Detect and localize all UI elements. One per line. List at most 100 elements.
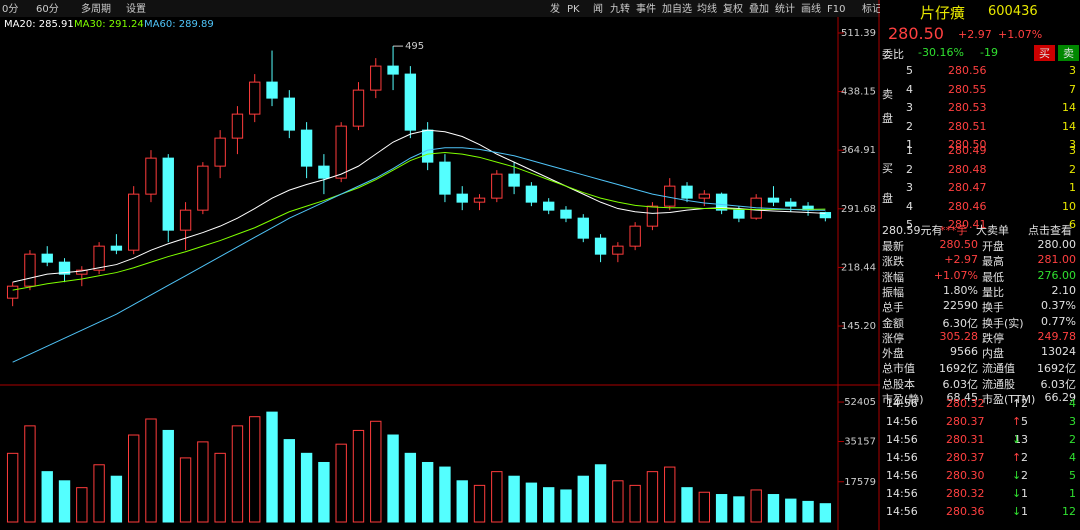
volume-bar: [802, 500, 814, 523]
weibi: -30.16%: [918, 46, 964, 59]
weicha: -19: [980, 46, 998, 59]
toolbar-item[interactable]: PK: [567, 4, 580, 15]
toolbar-item[interactable]: 统计: [775, 2, 795, 15]
toolbar-item[interactable]: F10: [827, 4, 845, 15]
volume-bar: [249, 416, 261, 523]
candle-body: [594, 237, 607, 255]
candle-body: [473, 197, 486, 203]
tick-count: 3: [1069, 415, 1076, 428]
candle-body: [508, 173, 520, 187]
candle-body: [421, 129, 434, 163]
stat-value: +2.97: [944, 253, 978, 267]
volume-bar: [439, 466, 451, 523]
candle-body: [370, 65, 382, 91]
volume-bar: [646, 471, 659, 523]
stat-label: 开盘: [982, 240, 1004, 253]
candle-body: [629, 225, 641, 247]
big-order[interactable]: 点击查看: [1028, 224, 1072, 237]
volume-bar: [93, 464, 105, 523]
candle-body: [387, 65, 399, 75]
stat-value: 0.77%: [1041, 314, 1076, 328]
y-tick-label: 291.68: [841, 204, 876, 215]
toolbar-item[interactable]: 叠加: [749, 3, 769, 15]
toolbar-item[interactable]: 复权: [723, 2, 743, 15]
toolbar-item[interactable]: 60分: [36, 3, 59, 15]
toolbar-item[interactable]: 事件: [636, 2, 656, 15]
stat-value: 281.00: [1037, 253, 1077, 267]
ma-line: [12, 147, 826, 363]
volume-bar: [387, 434, 399, 523]
level-price: 280.48: [948, 162, 987, 176]
tick-count: 4: [1069, 451, 1076, 464]
tick-price: 280.32: [946, 487, 985, 500]
level-price: 280.53: [948, 101, 987, 114]
big-order: 大卖单: [976, 224, 1009, 237]
toolbar-item[interactable]: 多周期: [81, 2, 111, 15]
volume-bar: [577, 475, 589, 523]
candle-body: [110, 245, 123, 251]
peak-label: 495: [405, 41, 424, 52]
stat-value: 249.78: [1037, 329, 1077, 343]
y-tick-label: 218.44: [841, 262, 876, 273]
stat-label: 外盘: [882, 347, 904, 361]
level-volume: 3: [1069, 64, 1076, 77]
level-volume: 1: [1069, 181, 1076, 194]
candle-body: [785, 201, 797, 207]
volume-bar: [681, 487, 693, 523]
stat-value: 66.29: [1044, 391, 1077, 404]
level: 3: [906, 181, 913, 194]
stat-label: 涨幅: [882, 270, 904, 284]
tick-count: 12: [1062, 505, 1076, 518]
tick-price: 280.32: [946, 397, 985, 410]
candle-body: [335, 125, 347, 179]
toolbar-item[interactable]: 画线: [801, 2, 821, 15]
level-price: 280.46: [948, 199, 987, 213]
candle-body: [162, 157, 174, 231]
stat-label: 市盈(TTM): [982, 393, 1036, 406]
toolbar-item[interactable]: 均线: [697, 2, 717, 15]
volume-bar: [370, 420, 382, 523]
tick-arrow: ↑: [1012, 397, 1022, 410]
candle-body: [404, 73, 417, 131]
tick-volume: 2: [1021, 451, 1028, 464]
toolbar-item[interactable]: 0分: [2, 3, 18, 15]
candle-body: [612, 245, 624, 255]
toolbar-item[interactable]: 发: [550, 2, 560, 15]
stat-label: 流通股: [982, 377, 1015, 391]
stat-value: 1.80%: [943, 283, 978, 297]
stock-code: 600436: [988, 4, 1038, 19]
toolbar-item[interactable]: 加自选: [662, 2, 692, 15]
candle-body: [179, 209, 192, 231]
tick-count: 1: [1069, 487, 1076, 500]
tick-time: 14:56: [886, 397, 918, 410]
buy-button[interactable]: 买: [1034, 45, 1055, 61]
ma-legend: MA20: 285.91: [4, 19, 74, 30]
level: 3: [906, 101, 913, 114]
volume-bar: [456, 480, 468, 523]
candle-body: [128, 193, 140, 251]
tick-price: 280.37: [946, 451, 985, 464]
sell-button[interactable]: 卖: [1058, 45, 1079, 61]
candle-body: [767, 197, 780, 203]
price: 280.50: [888, 24, 944, 43]
level-price: 280.50: [948, 138, 987, 151]
toolbar-item[interactable]: 九转: [610, 2, 630, 15]
level: 4: [906, 199, 913, 213]
ma-name: MA20: [4, 19, 32, 30]
toolbar-item[interactable]: 设置: [126, 3, 146, 15]
level-price: 280.41: [948, 218, 987, 231]
stat-label: 换手(实): [982, 316, 1024, 330]
candle-body: [24, 253, 36, 287]
toolbar-item[interactable]: 标记: [862, 3, 880, 15]
toolbar-item[interactable]: 闻: [593, 2, 603, 15]
volume-bar: [300, 452, 313, 523]
volume-bar: [58, 480, 71, 523]
tick-price: 280.37: [946, 415, 985, 428]
candle-body: [283, 97, 295, 131]
stat-value: +1.07%: [933, 268, 978, 282]
tick-arrow: ↓: [1012, 505, 1022, 518]
volume-bar: [197, 441, 209, 523]
tick-count: 2: [1069, 433, 1076, 446]
ma-name: MA30: [74, 19, 102, 30]
tick-price: 280.30: [946, 469, 985, 482]
